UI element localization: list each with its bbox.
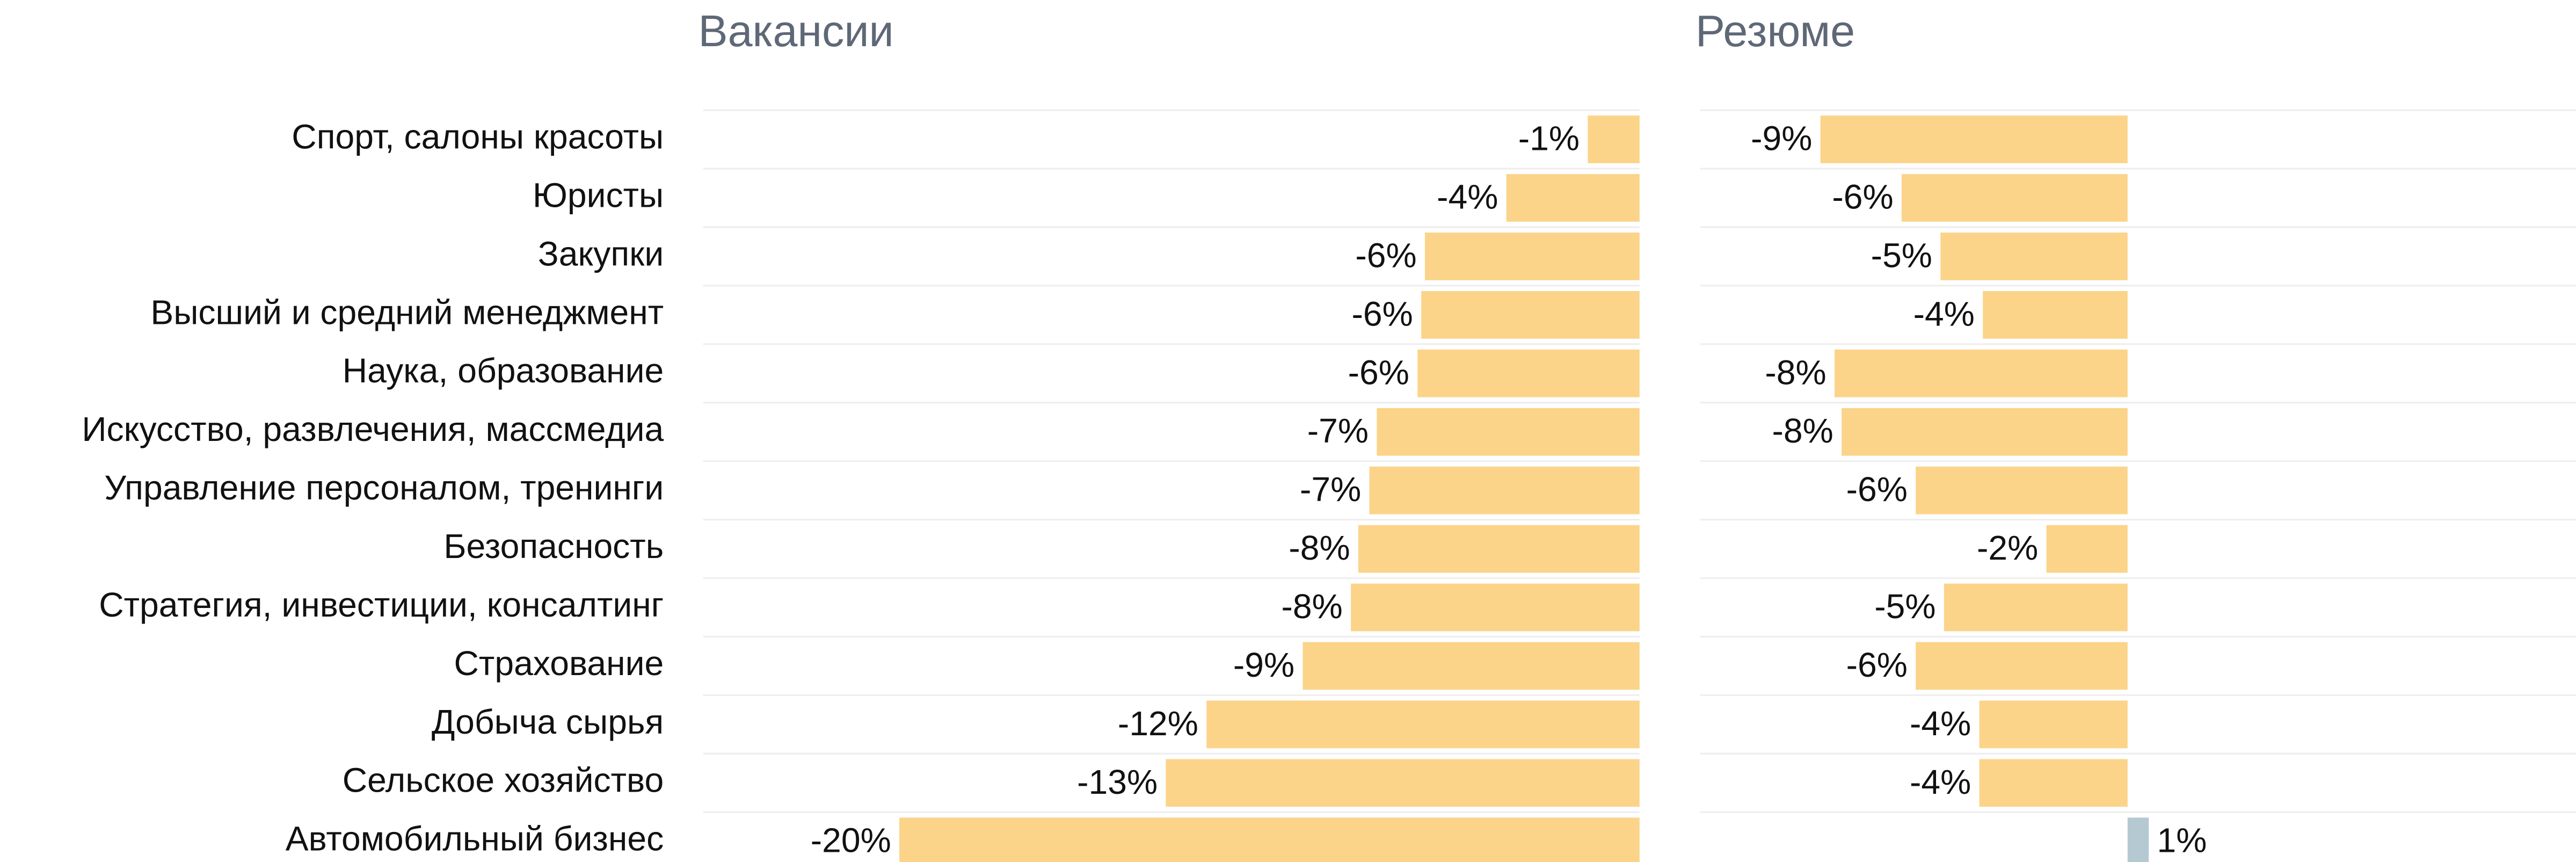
bar (1506, 174, 1640, 222)
bar (2127, 817, 2149, 862)
value-label: -2% (1977, 528, 2038, 567)
value-label: -9% (1751, 119, 1812, 158)
bar (1358, 525, 1640, 573)
bar (1369, 466, 1640, 515)
category-label: Высший и средний менеджмент (150, 293, 664, 331)
value-label: -8% (1772, 411, 1833, 450)
value-label: -6% (1355, 236, 1416, 274)
value-label: -8% (1289, 528, 1350, 567)
bar (1206, 700, 1640, 749)
bar (1302, 642, 1640, 690)
bar (1842, 408, 2128, 456)
value-label: -6% (1832, 177, 1893, 216)
value-label: -6% (1348, 353, 1409, 392)
value-label: 1% (2157, 821, 2207, 860)
bar (1916, 466, 2128, 515)
bar (2046, 525, 2128, 573)
category-label: Стратегия, инвестиции, консалтинг (99, 585, 664, 624)
category-label: Сельское хозяйство (343, 761, 664, 800)
panel-title: Вакансии (698, 6, 893, 56)
bar (899, 817, 1640, 862)
value-label: -13% (1077, 763, 1158, 801)
value-label: -4% (1913, 294, 1975, 333)
bar (1834, 349, 2128, 397)
value-label: -7% (1300, 470, 1361, 509)
category-label: Закупки (538, 234, 664, 273)
value-label: -1% (1518, 119, 1580, 158)
category-label: Страхование (454, 644, 664, 683)
bar (1901, 174, 2128, 222)
category-label: Наука, образование (343, 351, 664, 390)
category-label: Юристы (533, 176, 664, 214)
value-label: -7% (1307, 411, 1369, 450)
bar (1377, 408, 1640, 456)
category-label: Безопасность (443, 527, 664, 566)
bar (1979, 700, 2128, 749)
value-label: -8% (1282, 587, 1343, 626)
value-label: -6% (1352, 294, 1413, 333)
category-label: Искусство, развлечения, массмедиа (82, 410, 664, 448)
bar (1424, 233, 1640, 280)
value-label: -5% (1871, 236, 1932, 274)
bar (1166, 759, 1640, 807)
value-label: -9% (1233, 646, 1294, 684)
value-label: -6% (1846, 646, 1908, 684)
value-label: -20% (811, 821, 891, 860)
value-label: -12% (1118, 704, 1198, 743)
bar (1944, 583, 2128, 632)
category-label: Управление персоналом, тренинги (104, 468, 664, 507)
bar (1417, 349, 1640, 397)
value-label: -6% (1846, 470, 1908, 509)
value-label: -4% (1437, 177, 1498, 216)
bar (1916, 642, 2128, 690)
category-label: Автомобильный бизнес (286, 820, 664, 858)
bar (1820, 115, 2128, 163)
category-label: Спорт, салоны красоты (292, 117, 664, 156)
value-label: -4% (1910, 763, 1971, 801)
panel-title: Резюме (1695, 6, 1855, 56)
bar (1421, 291, 1640, 339)
bar (1979, 759, 2128, 807)
value-label: -4% (1910, 704, 1971, 743)
bar (1983, 291, 2128, 339)
category-label: Добыча сырья (432, 702, 664, 741)
value-label: -5% (1874, 587, 1935, 626)
bar (1588, 115, 1640, 163)
value-label: -8% (1765, 353, 1826, 392)
bar (1351, 583, 1640, 632)
bar (1940, 233, 2128, 280)
